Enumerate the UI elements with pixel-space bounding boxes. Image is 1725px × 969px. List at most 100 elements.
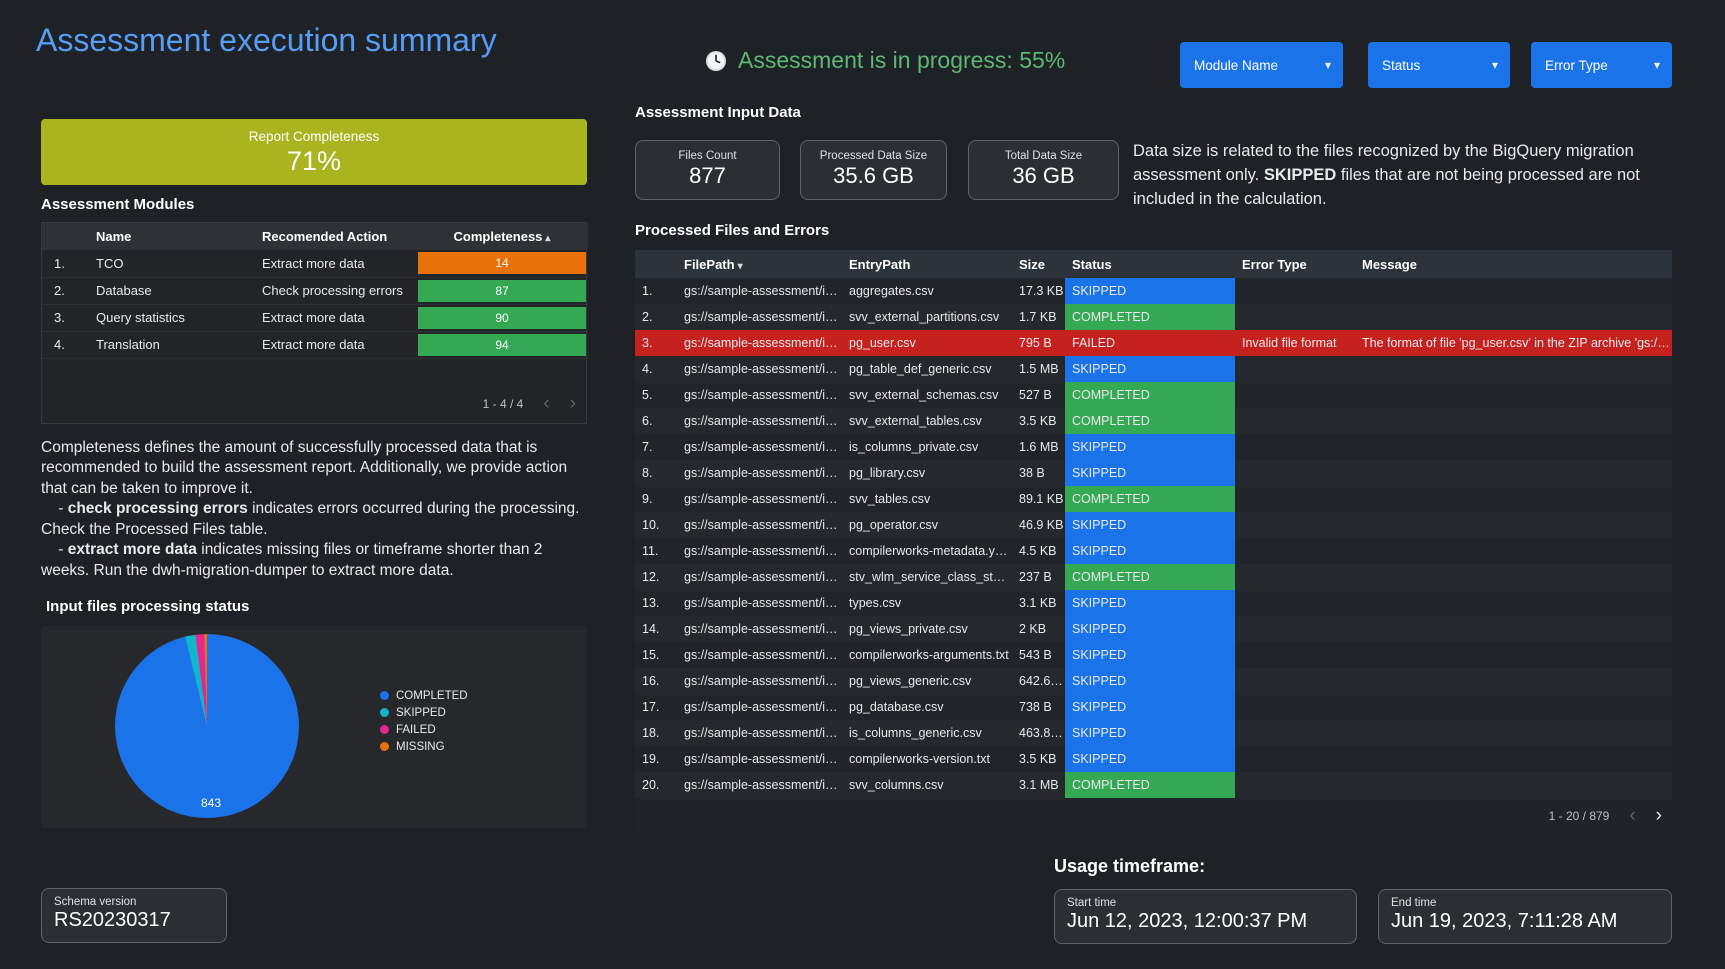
next-page-button[interactable]: › xyxy=(1655,805,1662,826)
pie-chart xyxy=(115,634,299,818)
file-size: 17.3 KB xyxy=(1019,284,1064,298)
row-index: 1. xyxy=(642,284,653,298)
file-size: 463.8 KB xyxy=(1019,726,1065,740)
table-row: 7. gs://sample-assessment/input... is_colu… xyxy=(635,434,1672,460)
file-size: 89.1 KB xyxy=(1019,492,1064,506)
legend-dot xyxy=(380,708,389,717)
schema-version-card: Schema version RS20230317 xyxy=(41,888,227,943)
module-action: Check processing errors xyxy=(256,277,416,305)
status-cell: SKIPPED xyxy=(1065,356,1235,382)
filter-module-name[interactable]: Module Name ▾ xyxy=(1180,42,1343,88)
stat-label: Processed Data Size xyxy=(819,150,928,162)
status-cell: COMPLETED xyxy=(1065,772,1235,798)
filter-error-type[interactable]: Error Type ▾ xyxy=(1531,42,1672,88)
error-type xyxy=(1235,486,1355,512)
table-row: 16. gs://sample-assessment/input... pg_vie… xyxy=(635,668,1672,694)
row-index: 5. xyxy=(642,388,653,402)
previous-page-button[interactable]: ‹ xyxy=(1629,805,1636,826)
message xyxy=(1355,304,1672,330)
status-cell: COMPLETED xyxy=(1065,382,1235,408)
file-path: gs://sample-assessment/input... xyxy=(684,544,842,558)
file-size: 795 B xyxy=(1012,330,1065,356)
note-text: Data size is related to the files recogn… xyxy=(1133,142,1634,184)
legend-dot xyxy=(380,691,389,700)
status-cell: SKIPPED xyxy=(1065,278,1235,304)
file-size: 4.5 KB xyxy=(1019,544,1057,558)
page-range: 1 - 4 / 4 xyxy=(482,396,524,411)
bullet-text: indicates missing files or timeframe sho… xyxy=(41,541,547,579)
file-path: gs://sample-assessment/input... xyxy=(684,570,842,584)
table-row: 19. gs://sample-assessment/input... compil… xyxy=(635,746,1672,772)
total-data-size-card: Total Data Size 36 GB xyxy=(968,140,1119,200)
entry-path: svv_columns.csv xyxy=(849,778,944,792)
chevron-down-icon: ▾ xyxy=(1653,58,1660,72)
status-cell: SKIPPED xyxy=(1065,460,1235,486)
sort-descending-icon: ▾ xyxy=(737,260,743,272)
progress-text: Assessment is in progress: 55% xyxy=(738,47,1066,73)
row-index: 6. xyxy=(642,414,653,428)
action-column-header[interactable]: Recomended Action xyxy=(256,223,416,250)
table-row: 14. gs://sample-assessment/input... pg_vie… xyxy=(635,616,1672,642)
modules-table: Name Recomended Action Completeness ▴ 1. T… xyxy=(41,222,588,424)
message xyxy=(1355,434,1672,460)
clock-icon xyxy=(706,50,726,71)
note-text: files that are not being processed are n… xyxy=(1133,165,1640,208)
message xyxy=(1355,694,1672,720)
size-column-header[interactable]: Size xyxy=(1012,250,1065,278)
bullet-term: extract more data xyxy=(67,541,197,559)
previous-page-button[interactable]: ‹ xyxy=(543,393,550,414)
error-type-column-header[interactable]: Error Type xyxy=(1235,250,1355,278)
module-action: Extract more data xyxy=(256,304,416,332)
row-index: 2. xyxy=(642,310,653,324)
entry-path: compilerworks-arguments.txt xyxy=(849,648,1009,662)
bullet-term: check processing errors xyxy=(67,500,248,518)
next-page-button[interactable]: › xyxy=(569,393,576,414)
file-size: 3.5 KB xyxy=(1019,414,1057,428)
files-pagination: 1 - 20 / 879 ‹ › xyxy=(1549,806,1662,825)
status-column-header[interactable]: Status xyxy=(1065,250,1235,278)
row-index: 20. xyxy=(642,778,660,792)
entry-path: svv_external_partitions.csv xyxy=(849,310,1000,324)
file-path: gs://sample-assessment/input... xyxy=(684,752,842,766)
schema-version-value: RS20230317 xyxy=(54,909,171,931)
table-row: 15. gs://sample-assessment/input... compil… xyxy=(635,642,1672,668)
processed-files-table: FilePath ▾ EntryPath Size Status Error Ty… xyxy=(635,250,1672,833)
module-name: TCO xyxy=(90,250,256,278)
error-type xyxy=(1235,564,1355,590)
status-cell: SKIPPED xyxy=(1065,512,1235,538)
entry-path: aggregates.csv xyxy=(849,284,934,298)
entrypath-column-header[interactable]: EntryPath xyxy=(842,250,1012,278)
filepath-column-header[interactable]: FilePath ▾ xyxy=(677,250,842,278)
name-column-header[interactable]: Name xyxy=(90,223,256,250)
status-cell: COMPLETED xyxy=(1065,408,1235,434)
error-type xyxy=(1235,720,1355,746)
index-column-header xyxy=(42,223,90,250)
data-size-note: Data size is related to the files recogn… xyxy=(1133,140,1673,212)
module-action: Extract more data xyxy=(256,331,416,359)
table-row: 18. gs://sample-assessment/input... is_col… xyxy=(635,720,1672,746)
completeness-cell: 87 xyxy=(416,277,588,305)
report-completeness-label: Report Completeness xyxy=(248,129,380,144)
entry-path: pg_views_generic.csv xyxy=(849,674,972,688)
row-index: 2. xyxy=(42,277,90,305)
completeness-column-header[interactable]: Completeness ▴ xyxy=(416,223,588,250)
legend-item: MISSING xyxy=(380,741,468,753)
row-index: 12. xyxy=(642,570,660,584)
filter-status[interactable]: Status ▾ xyxy=(1368,42,1510,88)
message-column-header[interactable]: Message xyxy=(1355,250,1672,278)
message xyxy=(1355,590,1672,616)
message: The format of file 'pg_user.csv' in the … xyxy=(1355,330,1672,356)
status-cell: SKIPPED xyxy=(1065,694,1235,720)
page-title: Assessment execution summary xyxy=(36,22,497,58)
entry-path: svv_tables.csv xyxy=(849,492,931,506)
input-data-heading: Assessment Input Data xyxy=(635,104,801,121)
start-time-card: Start time Jun 12, 2023, 12:00:37 PM xyxy=(1054,889,1357,944)
file-size: 1.7 KB xyxy=(1019,310,1057,324)
completeness-bar: 14 xyxy=(418,252,586,275)
table-row: 3.gs://sample-assessment/input...pg_user… xyxy=(635,330,1672,356)
message xyxy=(1355,668,1672,694)
message xyxy=(1355,356,1672,382)
stat-value: 35.6 GB xyxy=(833,163,914,188)
row-index: 9. xyxy=(642,492,653,506)
